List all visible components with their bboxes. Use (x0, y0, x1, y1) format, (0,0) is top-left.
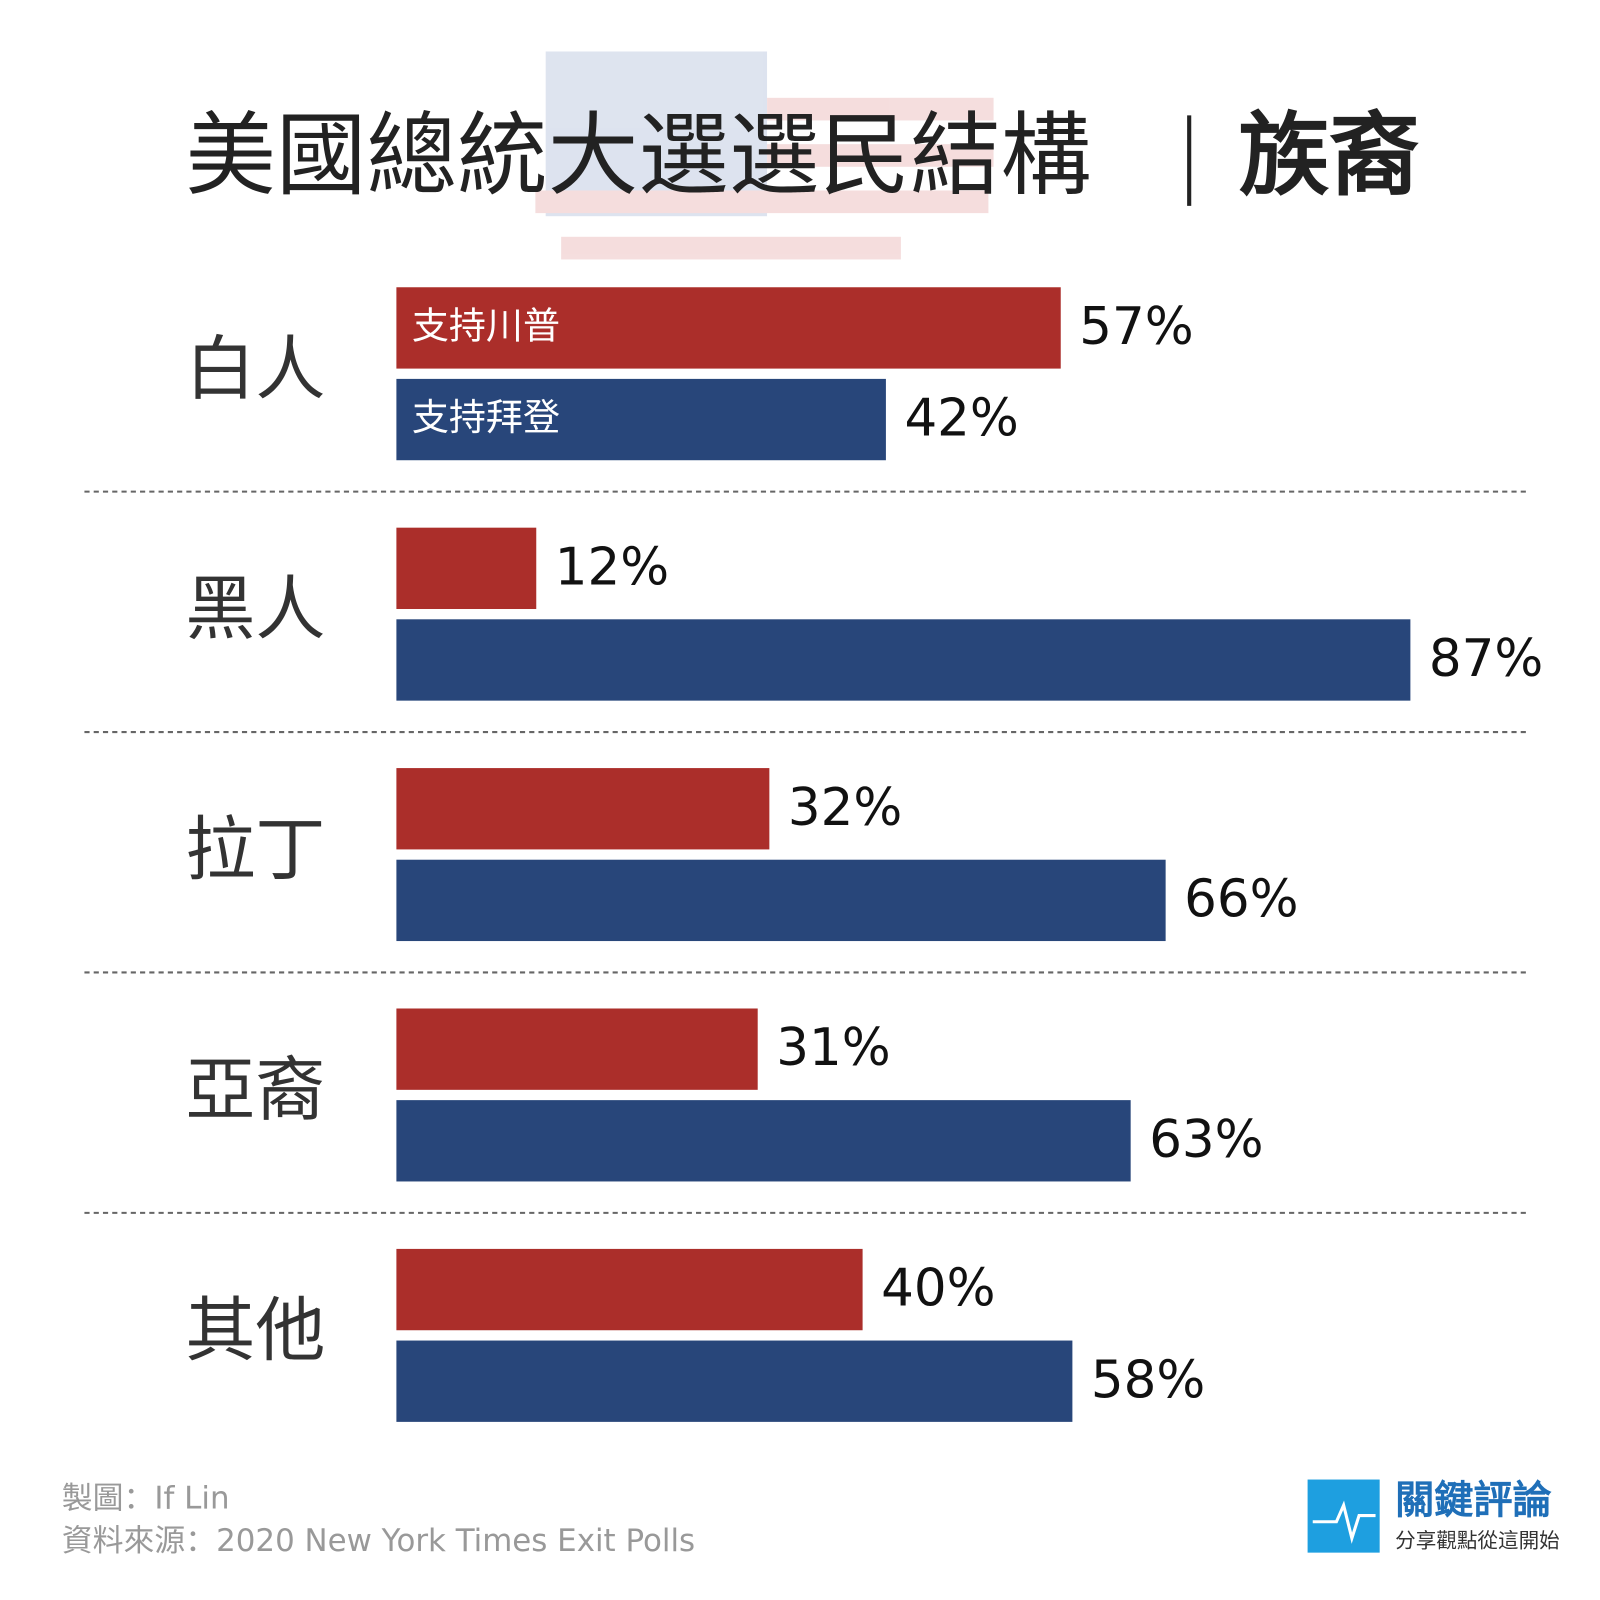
value-label: 63% (1149, 1110, 1263, 1170)
flag-stripe (767, 144, 994, 167)
value-label: 31% (776, 1018, 890, 1078)
value-label: 87% (1429, 629, 1543, 689)
category-label: 白人 (185, 328, 325, 410)
legend-label: 支持拜登 (412, 396, 560, 439)
bar (396, 378, 886, 461)
bar (396, 1340, 1073, 1422)
bar (396, 619, 1411, 701)
flag-stripe (767, 97, 994, 121)
legend-label: 支持川普 (412, 304, 560, 347)
value-label: 12% (555, 537, 669, 597)
bar (396, 768, 770, 850)
chart-subtitle: 族裔 (1239, 104, 1420, 209)
category-label: 黑人 (185, 568, 325, 650)
source: 資料來源：2020 New York Times Exit Polls (62, 1523, 695, 1559)
bar (396, 859, 1166, 942)
brand-name: 關鍵評論 (1395, 1479, 1552, 1524)
chart-title: 美國總統大選選民結構 (185, 104, 1091, 209)
flag-stripe (535, 190, 989, 214)
brand-slogan: 分享觀點從這開始 (1395, 1528, 1560, 1552)
bar (396, 1100, 1131, 1182)
category-label: 其他 (185, 1289, 325, 1371)
value-label: 66% (1184, 869, 1298, 929)
value-label: 40% (881, 1259, 995, 1319)
value-label: 42% (904, 389, 1018, 449)
category-label: 拉丁 (185, 809, 325, 891)
brand-logo-pulse (1312, 1500, 1376, 1544)
value-label: 57% (1079, 297, 1193, 357)
bar (396, 1248, 863, 1331)
bar (396, 287, 1061, 369)
category-label: 亞裔 (185, 1049, 325, 1131)
bar (396, 527, 537, 610)
flag-canton (545, 51, 768, 217)
credit: 製圖：If Lin (62, 1481, 230, 1517)
flag-background (535, 51, 994, 260)
value-label: 32% (788, 778, 902, 838)
flag-stripe (561, 236, 901, 260)
bar (396, 1008, 758, 1090)
value-label: 58% (1091, 1350, 1205, 1410)
